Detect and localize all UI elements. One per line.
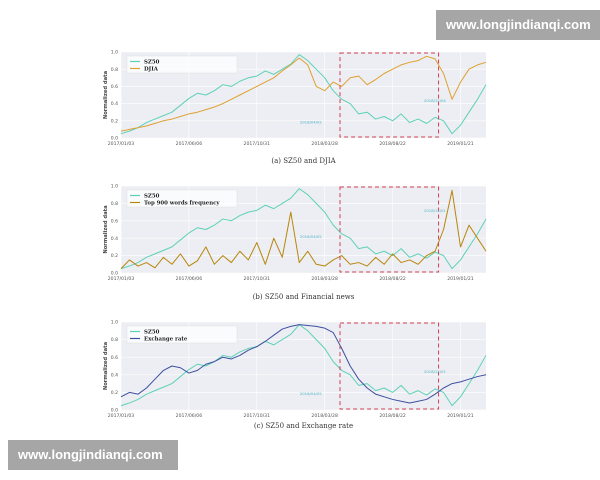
y-tick-label: 1.0 <box>111 184 118 190</box>
chart-caption: (a) SZ50 and DJIA <box>271 157 336 165</box>
legend-entry: Exchange rate <box>144 336 188 342</box>
chart-panel-a: 0.0 0.2 0.4 0.6 0.8 1.0 2017/01/03 2017/06/06 20… <box>103 50 487 165</box>
x-tick-label: 2019/01/21 <box>447 276 474 282</box>
highlight-box <box>339 186 440 273</box>
annotation-label: 2018/12/01 <box>424 208 446 213</box>
legend-box <box>126 325 238 344</box>
y-tick-label: 0.2 <box>111 390 118 396</box>
x-tick-label: 2017/06/06 <box>176 141 203 147</box>
series-line-secondary <box>120 189 487 269</box>
y-tick-label: 0.4 <box>111 101 118 107</box>
y-tick-label: 0.2 <box>111 253 118 259</box>
x-tick-label: 2017/10/31 <box>244 141 271 147</box>
x-tick-label: 2017/10/31 <box>244 413 271 419</box>
chart-panel-c: 0.0 0.2 0.4 0.6 0.8 1.0 2017/01/03 2017/06/06 20… <box>103 320 487 430</box>
chart-panel-b: 0.0 0.2 0.4 0.6 0.8 1.0 2017/01/03 2017/06/06 20… <box>103 184 487 301</box>
series-line-sz50 <box>120 54 487 135</box>
y-tick-label: 0.8 <box>111 337 118 343</box>
chart-caption: (c) SZ50 and Exchange rate <box>254 422 353 430</box>
highlight-box <box>339 322 440 410</box>
y-axis-label: Normalized data <box>103 70 109 119</box>
y-tick-label: 0.8 <box>111 67 118 73</box>
annotation-label: 2018/04/02 <box>300 391 322 396</box>
x-tick-label: 2018/03/28 <box>311 276 338 282</box>
highlight-box <box>339 52 440 138</box>
x-tick-label: 2018/08/22 <box>379 413 406 419</box>
legend-entry: DJIA <box>144 66 159 72</box>
y-tick-label: 0.6 <box>111 218 118 224</box>
y-tick-label: 0.0 <box>111 136 118 142</box>
y-tick-label: 1.0 <box>111 50 118 56</box>
chart-caption: (b) SZ50 and Financial news <box>253 293 355 301</box>
x-tick-label: 2017/01/03 <box>108 413 135 419</box>
x-tick-label: 2018/03/28 <box>311 413 338 419</box>
annotation-label: 2018/12/04 <box>424 98 446 103</box>
y-axis-label: Normalized data <box>103 341 109 390</box>
x-tick-label: 2017/01/03 <box>108 141 135 147</box>
y-tick-label: 0.0 <box>111 408 118 414</box>
x-tick-label: 2019/01/21 <box>447 141 474 147</box>
watermark-bottom: www.longjindianqi.com <box>8 440 178 470</box>
x-tick-label: 2017/06/06 <box>176 413 203 419</box>
series-line-sz50 <box>120 324 487 407</box>
legend-entry: Top 900 words frequency <box>144 200 220 206</box>
y-tick-label: 0.2 <box>111 118 118 124</box>
x-tick-label: 2017/06/06 <box>176 276 203 282</box>
y-tick-label: 0.8 <box>111 201 118 207</box>
series-line-secondary <box>120 324 487 404</box>
y-tick-label: 1.0 <box>111 320 118 326</box>
x-tick-label: 2019/01/21 <box>447 413 474 419</box>
annotation-label: 2018/12/01 <box>424 369 446 374</box>
y-tick-label: 0.6 <box>111 84 118 90</box>
x-tick-label: 2018/08/22 <box>379 141 406 147</box>
annotation-label: 2018/04/02 <box>300 234 322 239</box>
x-tick-label: 2018/03/28 <box>311 141 338 147</box>
x-tick-label: 2017/10/31 <box>244 276 271 282</box>
y-tick-label: 0.6 <box>111 355 118 361</box>
x-tick-label: 2017/01/03 <box>108 276 135 282</box>
legend-entry: SZ50 <box>144 59 160 65</box>
y-tick-label: 0.4 <box>111 372 118 378</box>
legend-box <box>126 189 238 208</box>
y-axis-label: Normalized data <box>103 205 109 254</box>
annotation-label: 2018/04/02 <box>300 119 322 124</box>
series-line-secondary <box>120 55 487 132</box>
y-tick-label: 0.4 <box>111 236 118 242</box>
legend-box <box>126 55 238 74</box>
legend-entry: SZ50 <box>144 329 160 335</box>
legend-entry: SZ50 <box>144 193 160 199</box>
y-tick-label: 0.0 <box>111 271 118 277</box>
x-tick-label: 2018/08/22 <box>379 276 406 282</box>
watermark-top: www.longjindianqi.com <box>436 10 600 40</box>
